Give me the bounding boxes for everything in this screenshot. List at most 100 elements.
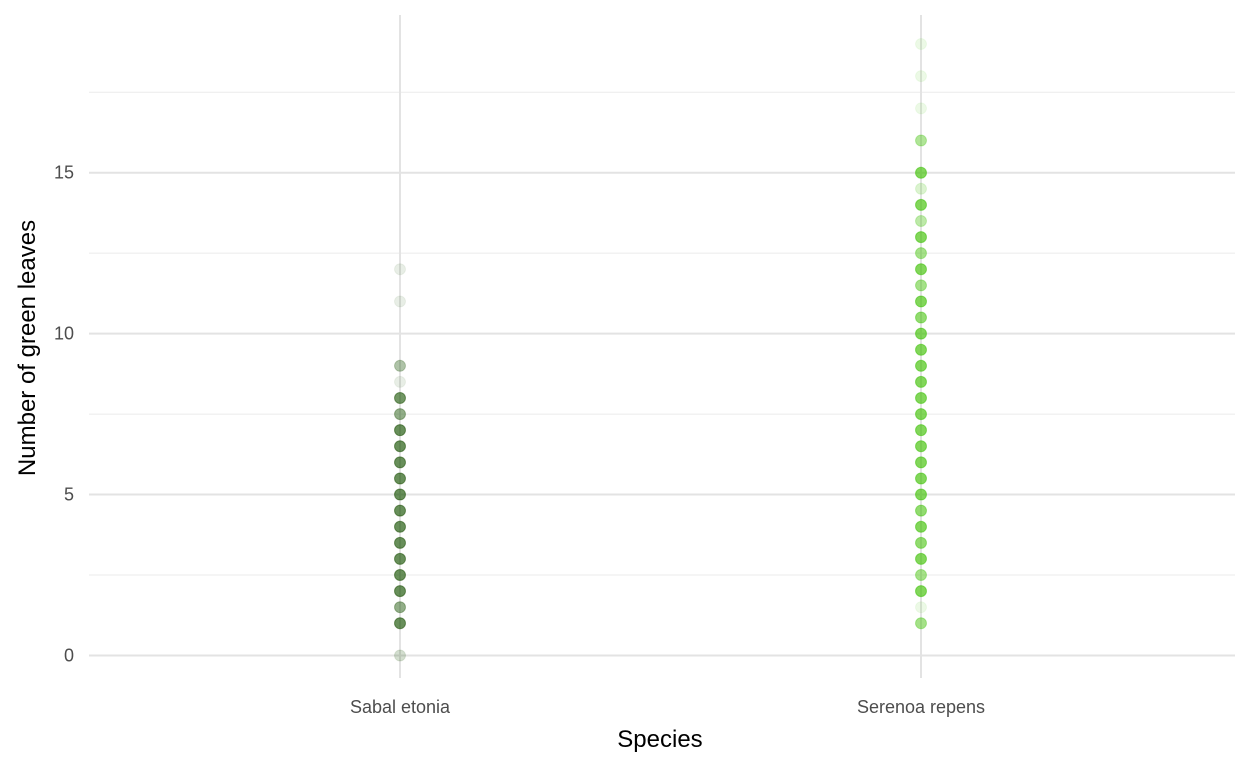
data-point [915, 424, 927, 437]
major-gridlines [89, 15, 1235, 678]
data-point [915, 198, 927, 211]
data-point [394, 585, 406, 598]
data-point [915, 536, 927, 549]
data-point [915, 391, 927, 404]
data-point [394, 440, 406, 453]
data-point [915, 359, 927, 372]
data-point [915, 440, 927, 453]
data-point [394, 456, 406, 469]
data-point [915, 617, 927, 630]
data-point [394, 520, 406, 533]
x-tick-label: Serenoa repens [857, 697, 985, 717]
data-point [915, 408, 927, 421]
data-point [915, 408, 927, 421]
data-point [915, 295, 927, 308]
data-point [915, 359, 927, 372]
data-point [915, 424, 927, 437]
data-point [915, 231, 927, 244]
data-point [915, 408, 927, 421]
data-point [915, 552, 927, 565]
data-point [394, 456, 406, 469]
data-point [394, 263, 406, 276]
data-point [915, 569, 927, 582]
data-point [915, 520, 927, 533]
data-point [915, 263, 927, 276]
data-point [394, 440, 406, 453]
data-point [394, 424, 406, 437]
data-point [394, 504, 406, 517]
data-point [915, 375, 927, 388]
data-point [394, 440, 406, 453]
data-point [915, 327, 927, 340]
data-point [394, 617, 406, 630]
data-point [915, 198, 927, 211]
data-point [915, 408, 927, 421]
data-point [915, 359, 927, 372]
data-point [915, 488, 927, 501]
data-point [394, 440, 406, 453]
data-point [915, 263, 927, 276]
data-point [394, 585, 406, 598]
data-point [394, 408, 406, 421]
data-point [915, 247, 927, 260]
data-point [915, 247, 927, 260]
data-point [915, 520, 927, 533]
data-point [915, 536, 927, 549]
data-point [915, 552, 927, 565]
data-point [915, 247, 927, 260]
data-point [394, 569, 406, 582]
data-point [394, 391, 406, 404]
data-point [915, 585, 927, 598]
data-point [915, 166, 927, 179]
data-point [915, 585, 927, 598]
data-point [915, 472, 927, 485]
data-point [915, 263, 927, 276]
data-point [915, 456, 927, 469]
data-point [915, 536, 927, 549]
data-point [915, 440, 927, 453]
data-point [394, 617, 406, 630]
data-point [915, 488, 927, 501]
data-point [915, 295, 927, 308]
data-point [394, 472, 406, 485]
data-point [394, 488, 406, 501]
data-point [915, 295, 927, 308]
data-point [915, 569, 927, 582]
data-point [915, 456, 927, 469]
data-point [915, 295, 927, 308]
data-point [915, 488, 927, 501]
data-point [915, 231, 927, 244]
data-point [915, 327, 927, 340]
data-point [394, 552, 406, 565]
data-point [915, 166, 927, 179]
x-axis-title: Species [617, 726, 702, 753]
data-point [915, 263, 927, 276]
data-point [394, 520, 406, 533]
data-point [915, 263, 927, 276]
data-point [394, 472, 406, 485]
data-point [394, 424, 406, 437]
data-point [394, 456, 406, 469]
data-point [394, 601, 406, 614]
data-point [394, 649, 406, 662]
data-point [915, 552, 927, 565]
data-point [915, 343, 927, 356]
data-point [915, 247, 927, 260]
data-point [915, 408, 927, 421]
data-point [394, 617, 406, 630]
data-point [915, 585, 927, 598]
data-point [394, 536, 406, 549]
data-point [915, 295, 927, 308]
data-point [915, 440, 927, 453]
data-point [915, 504, 927, 517]
data-point [394, 295, 406, 308]
data-point [915, 214, 927, 227]
data-point [915, 375, 927, 388]
data-point [915, 359, 927, 372]
data-point [394, 536, 406, 549]
data-point [915, 472, 927, 485]
data-point [915, 182, 927, 195]
data-point [915, 231, 927, 244]
data-point [915, 343, 927, 356]
data-point [915, 424, 927, 437]
